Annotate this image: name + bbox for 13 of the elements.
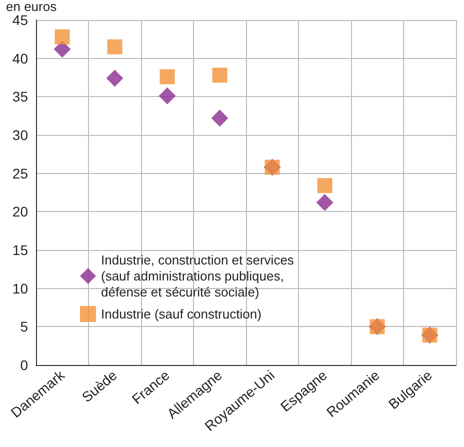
y-tick-label: 30 [12, 127, 28, 143]
y-tick-label: 5 [20, 318, 28, 335]
legend-label: Industrie (sauf construction) [101, 306, 262, 322]
legend-label: Industrie, construction et services (sauf administrations publiques, défense et sécurité sociale) [101, 252, 298, 300]
y-axis-title: en euros [6, 0, 58, 14]
y-tick-label: 20 [12, 204, 28, 220]
y-tick-label: 15 [12, 242, 28, 258]
y-tick-label: 0 [20, 357, 28, 373]
y-tick-label: 40 [12, 50, 28, 66]
y-tick-label: 10 [12, 280, 28, 296]
y-tick-label: 35 [12, 88, 28, 105]
y-tick-label: 25 [12, 165, 28, 182]
y-tick-label: 45 [12, 12, 28, 28]
